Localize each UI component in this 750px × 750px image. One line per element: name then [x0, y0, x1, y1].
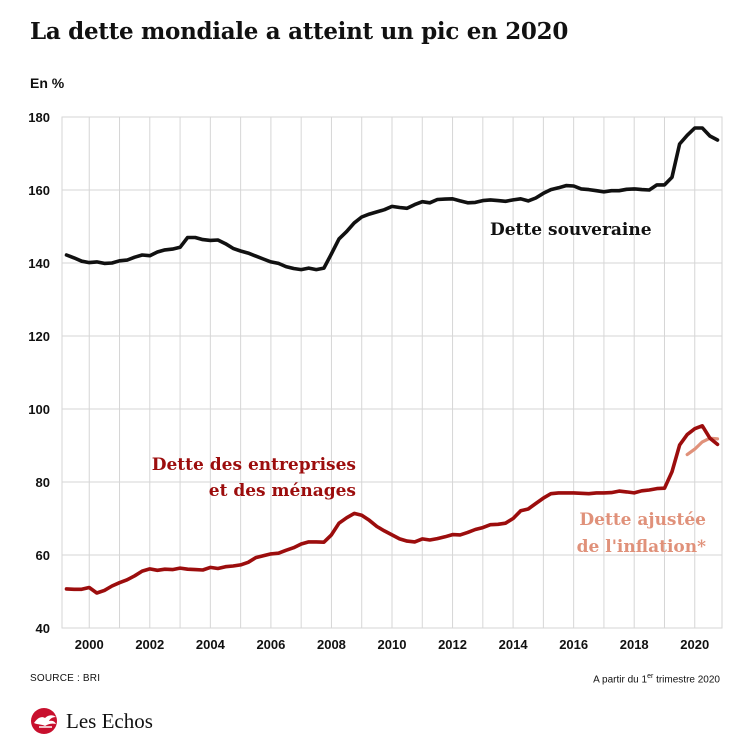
- x-tick-label: 2004: [196, 637, 226, 652]
- series-line-0: [64, 126, 720, 272]
- footnote: A partir du 1er trimestre 2020: [593, 673, 720, 685]
- x-tick-label: 2016: [559, 637, 588, 652]
- y-tick-label: 40: [36, 621, 50, 636]
- series-label-1: et des ménages: [209, 481, 356, 501]
- footnote-superscript: er: [647, 673, 654, 680]
- y-tick-label: 180: [28, 110, 50, 125]
- y-tick-label: 80: [36, 475, 50, 490]
- series-label-2: de l'inflation*: [577, 537, 706, 557]
- les-echos-logo: Les Echos: [30, 707, 153, 735]
- y-axis-unit-label: En %: [30, 75, 65, 91]
- source-note: SOURCE : BRI: [30, 673, 101, 684]
- plot-frame: [61, 116, 723, 629]
- x-tick-label: 2014: [499, 637, 529, 652]
- y-tick-label: 160: [28, 183, 50, 198]
- footnote-prefix: A partir du 1: [593, 674, 648, 686]
- series-label-2: Dette ajustée: [579, 510, 706, 530]
- debt-line-chart: 40 60 80 100 120 140 160 180 2000 2002 2004 2006 200…: [28, 110, 723, 652]
- y-tick-label: 140: [28, 256, 50, 271]
- x-tick-label: 2020: [680, 637, 709, 652]
- x-tick-label: 2000: [75, 637, 104, 652]
- brand-name: Les Echos: [66, 708, 153, 733]
- y-tick-label: 60: [36, 548, 50, 563]
- les-echos-emblem-icon: [31, 708, 57, 734]
- x-tick-label: 2018: [620, 637, 649, 652]
- series-label-1: Dette des entreprises: [152, 455, 356, 475]
- x-tick-label: 2006: [256, 637, 285, 652]
- y-tick-label: 120: [28, 329, 50, 344]
- x-tick-label: 2002: [135, 637, 164, 652]
- x-tick-label: 2012: [438, 637, 467, 652]
- series-line-1: [64, 423, 720, 595]
- x-tick-label: 2008: [317, 637, 346, 652]
- page-title: La dette mondiale a atteint un pic en 20…: [30, 18, 569, 45]
- y-tick-label: 100: [28, 402, 50, 417]
- footnote-suffix: trimestre 2020: [653, 674, 720, 686]
- x-tick-label: 2010: [378, 637, 407, 652]
- series-label-0: Dette souveraine: [490, 220, 652, 240]
